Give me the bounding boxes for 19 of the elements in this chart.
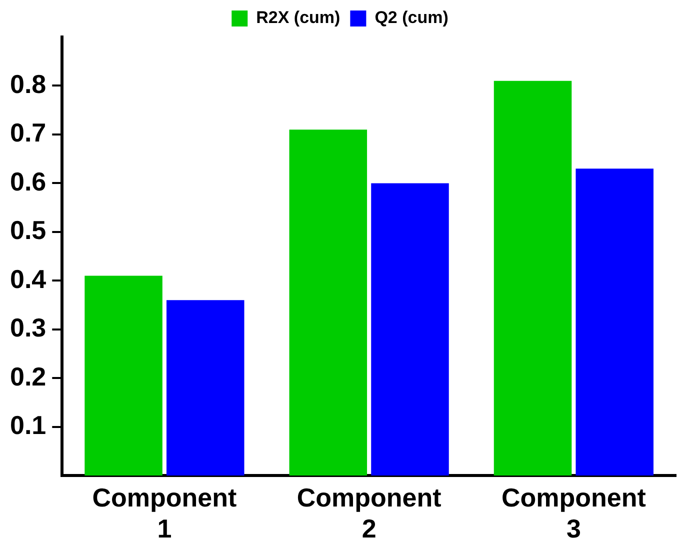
legend-label: Q2 (cum): [374, 8, 448, 28]
y-tick-label: 0.1: [10, 410, 46, 440]
x-tick-label: Component 1: [92, 482, 238, 544]
y-tick-label: 0.3: [10, 312, 46, 343]
y-tick-label: 0.4: [10, 264, 47, 294]
x-tick-label: Component 3: [501, 482, 646, 544]
bar: [576, 168, 654, 476]
legend-label: R2X (cum): [256, 8, 340, 28]
y-tick-label: 0.7: [10, 118, 46, 148]
y-tick-label: 0.2: [10, 361, 46, 392]
bar: [371, 183, 449, 476]
bar: [84, 276, 162, 476]
bar: [494, 80, 572, 476]
y-tick-label: 0.8: [10, 68, 46, 99]
y-tick-label: 0.6: [10, 166, 46, 196]
y-tick-label: 0.5: [10, 215, 46, 246]
bar: [289, 130, 368, 476]
bar: [166, 300, 244, 476]
x-tick-label: Component 2: [296, 482, 442, 544]
